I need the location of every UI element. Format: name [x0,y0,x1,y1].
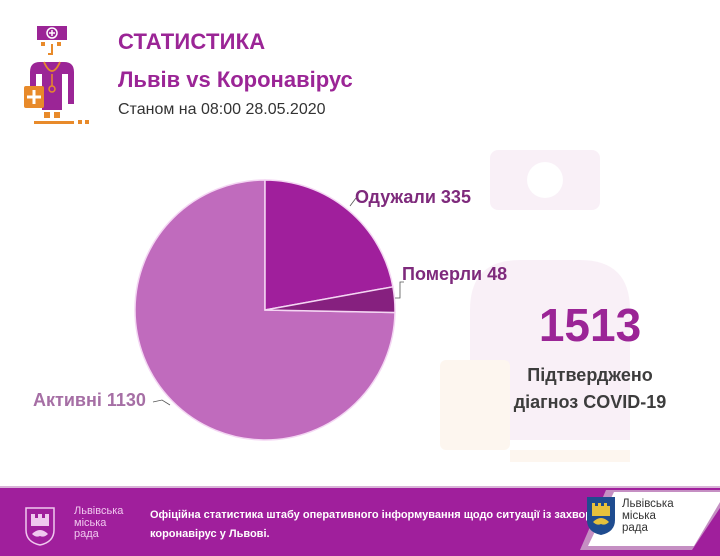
page-title: СТАТИСТИКА [118,29,266,54]
footer-org-name-right: Львівська міська рада [622,498,674,534]
footer: Львівська міська рада Офіційна статистик… [0,488,720,556]
label-died: Померли 48 [402,264,508,284]
total-confirmed-caption: Підтверджено діагноз COVID-19 [490,362,690,416]
footer-description: Офіційна статистика штабу оперативного і… [150,509,590,540]
lviv-coat-of-arms-color-icon [587,497,615,535]
footer-org-name-left: Львівська міська рада [74,505,124,540]
label-recovered: Одужали 335 [355,187,471,207]
background-doctor-watermark-icon [440,150,630,462]
pie-slice-recovered[interactable] [264,179,394,311]
caption-line-1: Підтверджено [527,365,653,385]
doctor-figure-icon [24,26,89,124]
leader-line-recovered [349,197,357,207]
pie-slice-active[interactable] [134,179,396,441]
leader-line-active [152,399,171,406]
as-of-date: Станом на 08:00 28.05.2020 [118,101,326,118]
pie-chart [134,179,404,441]
label-active: Активні 1130 [33,390,146,410]
lviv-coat-of-arms-icon [25,507,55,546]
caption-line-2: діагноз COVID-19 [513,392,667,412]
page-subtitle: Львів vs Коронавірус [118,67,353,92]
pie-slice-died[interactable] [264,285,396,314]
total-confirmed-count: 1513 [538,299,642,351]
leader-line-died [395,281,404,299]
footer-divider [0,486,720,489]
